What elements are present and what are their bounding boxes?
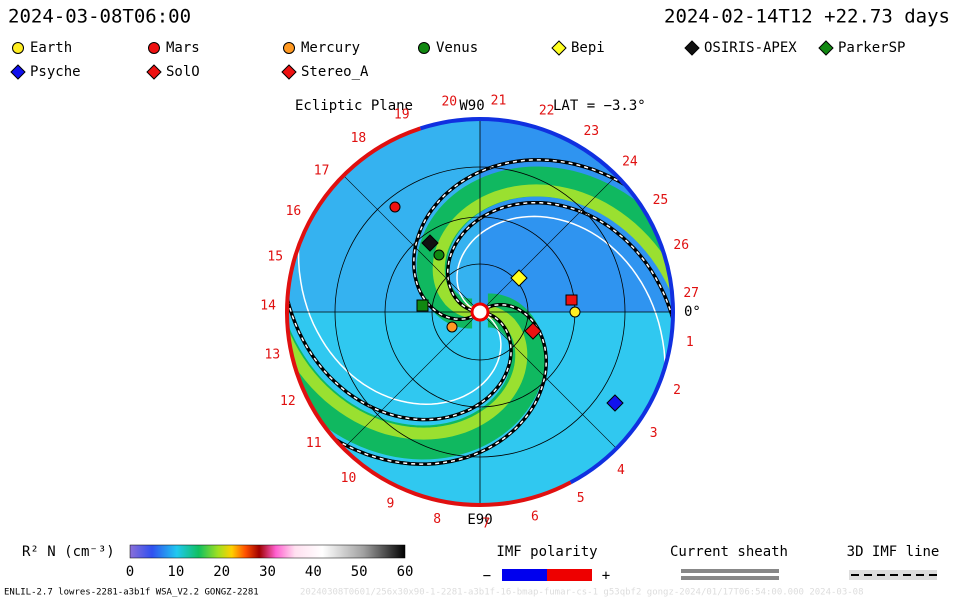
field-line: [287, 220, 548, 466]
footer-faint: 20240308T0601/256x30x90-1-2281-a3b1f-16-…: [300, 588, 864, 598]
legend-label: Mars: [166, 40, 200, 56]
colorbar-tick: 40: [305, 564, 322, 580]
legend-label: Earth: [30, 40, 72, 56]
colorbar-tick: 0: [126, 564, 134, 580]
legend-label: Bepi: [571, 40, 605, 56]
colorbar-tick: 10: [167, 564, 184, 580]
colorbar-tick: 20: [213, 564, 230, 580]
rotation-label: 5: [577, 491, 585, 506]
rotation-label: 8: [433, 512, 441, 527]
rotation-label: 24: [622, 155, 638, 170]
rotation-label: 3: [650, 426, 658, 441]
imf-title: IMF polarity: [496, 544, 597, 560]
bottom-label: E90: [467, 512, 492, 528]
legend-label: Stereo_A: [301, 64, 369, 80]
rotation-label: 18: [351, 131, 367, 146]
rotation-label: 15: [267, 250, 283, 265]
lat-label: LAT = −3.3°: [553, 98, 646, 114]
date-left: 2024-03-08T06:00: [8, 6, 191, 28]
legend-label: ParkerSP: [838, 40, 905, 56]
legend-marker: [146, 64, 162, 80]
rotation-label: 20: [441, 95, 457, 110]
stream-band: [432, 184, 673, 505]
legend-marker: [148, 42, 160, 54]
rotation-label: 22: [539, 103, 555, 118]
spacecraft: [389, 201, 624, 412]
imf-neg: [502, 569, 547, 581]
line3d-title: 3D IMF line: [847, 544, 940, 560]
legend-marker: [10, 64, 26, 80]
colorbar-tick: 60: [397, 564, 414, 580]
legend-label: SolO: [166, 64, 200, 80]
rotation-label: 9: [386, 497, 394, 512]
legend-label: OSIRIS-APEX: [704, 40, 797, 56]
plot-title: Ecliptic Plane: [295, 98, 413, 114]
imf-pos: [547, 569, 592, 581]
legend-marker: [818, 40, 834, 56]
imf-minus: −: [483, 568, 491, 584]
legend-label: Psyche: [30, 64, 81, 80]
rotation-label: 13: [265, 347, 281, 362]
legend-marker: [418, 42, 430, 54]
rotation-label: 21: [491, 93, 507, 108]
rotation-label: 27: [683, 286, 699, 301]
sheath-title: Current sheath: [670, 544, 788, 560]
rotation-label: 23: [583, 124, 599, 139]
rotation-label: 6: [531, 509, 539, 524]
legend-marker: [551, 40, 567, 56]
rotation-label: 10: [341, 471, 357, 486]
legend-marker: [283, 42, 295, 54]
footer: ENLIL-2.7 lowres-2281-a3b1f WSA_V2.2 GON…: [4, 588, 259, 598]
rotation-label: 7: [482, 516, 490, 531]
rotation-label: 11: [306, 436, 322, 451]
colorbar-tick: 30: [259, 564, 276, 580]
colorbar-tick: 50: [351, 564, 368, 580]
rotation-label: 14: [260, 298, 276, 313]
rotation-label: 26: [673, 238, 689, 253]
sheath-line: [681, 576, 779, 580]
rim-blue: [419, 117, 675, 485]
top-label: W90: [459, 98, 484, 114]
rotation-label: 25: [653, 193, 669, 208]
rotation-label: 12: [280, 394, 296, 409]
field-line: [287, 119, 513, 422]
zero-label: 0°: [684, 304, 701, 320]
legend-marker: [684, 40, 700, 56]
stream-band: [287, 129, 546, 460]
legend-marker: [281, 64, 297, 80]
rim-red: [285, 126, 572, 507]
date-right: 2024-02-14T12 +22.73 days: [664, 6, 950, 28]
colorbar: [129, 544, 406, 559]
rotation-label: 2: [673, 383, 681, 398]
legend-label: Venus: [436, 40, 478, 56]
rotation-label: 4: [617, 463, 625, 478]
field-line: [445, 200, 673, 505]
stream-band: [287, 119, 528, 440]
legend-marker: [12, 42, 24, 54]
rotation-label: 16: [286, 204, 302, 219]
stream-band: [416, 166, 673, 494]
rotation-label: 19: [394, 107, 410, 122]
rotation-label: 17: [314, 164, 330, 179]
colorbar-label: R² N (cm⁻³): [22, 544, 115, 560]
rotation-label: 1: [686, 335, 694, 350]
field-line: [412, 158, 673, 404]
legend-label: Mercury: [301, 40, 360, 56]
imf-plus: +: [602, 568, 610, 584]
sheath-line: [681, 569, 779, 573]
